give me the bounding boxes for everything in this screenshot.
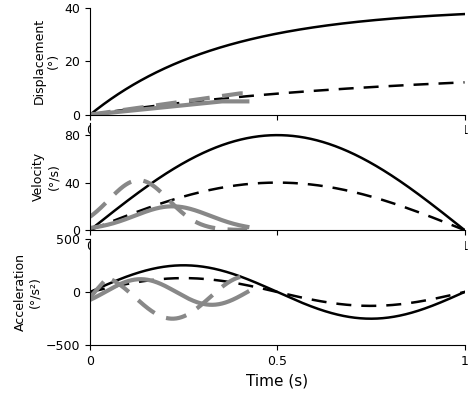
Y-axis label: Velocity
(°/s): Velocity (°/s) xyxy=(32,152,60,201)
Y-axis label: Acceleration
(°/s²): Acceleration (°/s²) xyxy=(14,253,42,331)
X-axis label: Time (s): Time (s) xyxy=(246,374,309,389)
Y-axis label: Displacement
(°): Displacement (°) xyxy=(32,18,60,104)
